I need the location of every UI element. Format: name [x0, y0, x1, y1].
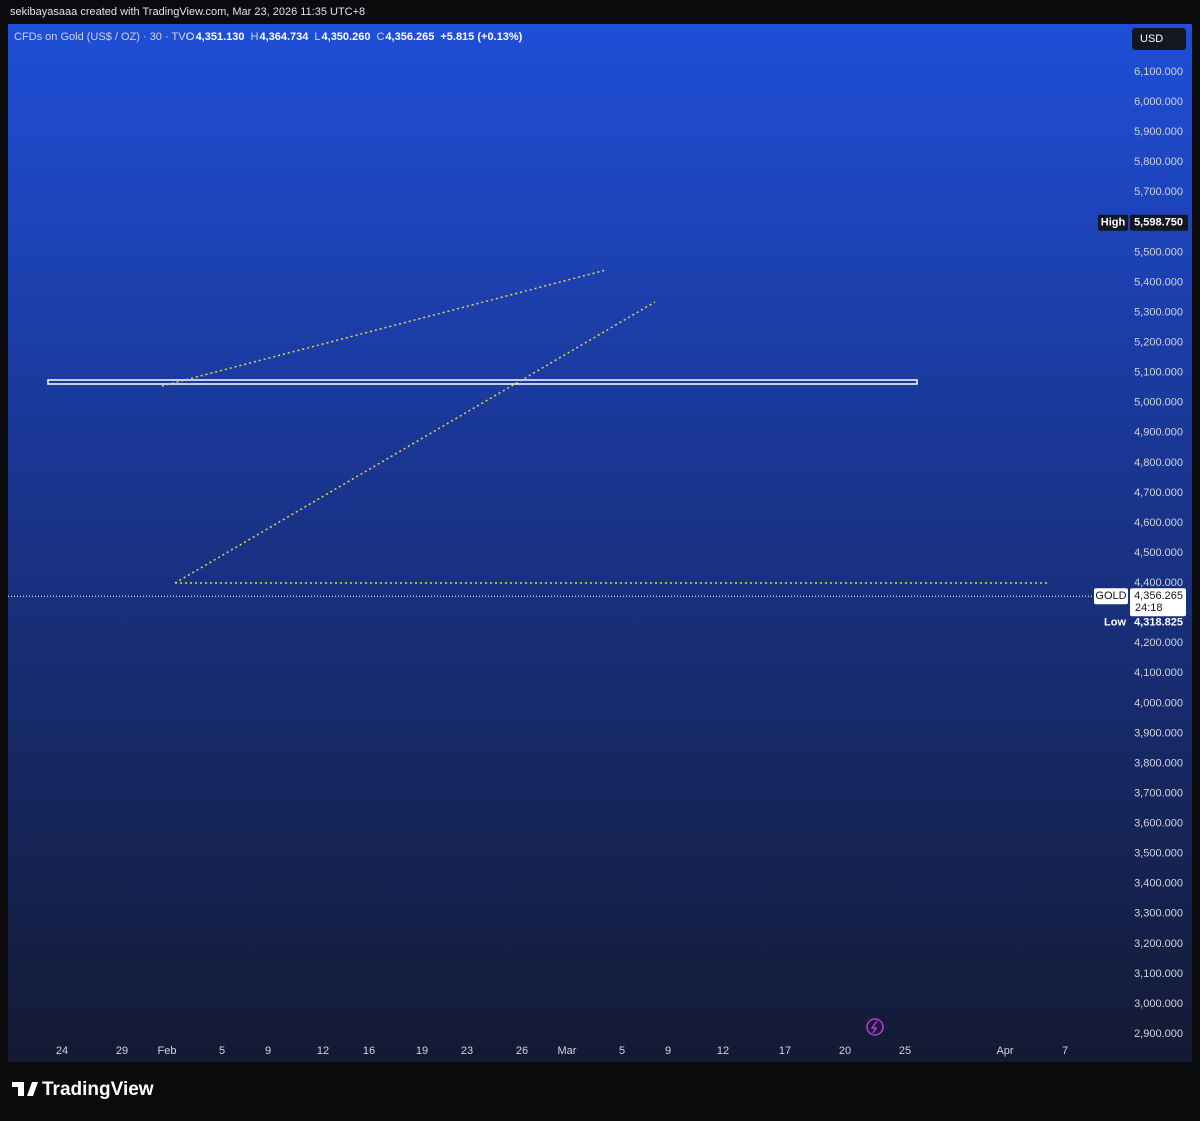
y-tick-label: 3,200.000: [1134, 938, 1183, 950]
y-tick-label: 3,100.000: [1134, 968, 1183, 980]
x-tick-label: 12: [717, 1045, 729, 1057]
low-name: Low: [1104, 616, 1126, 628]
last-price: 4,356.265: [1134, 590, 1183, 602]
y-tick-label: 5,100.000: [1134, 367, 1183, 379]
y-tick-label: 3,800.000: [1134, 757, 1183, 769]
last-price-box: [1130, 588, 1186, 617]
y-tick-label: 3,900.000: [1134, 727, 1183, 739]
ohlc-legend: O 4,351.130 H 4,364.734 L 4,350.260 C 4,356.265…: [186, 31, 523, 43]
x-tick-label: 20: [839, 1045, 851, 1057]
x-tick-label: 5: [619, 1045, 625, 1057]
y-tick-label: 6,100.000: [1134, 66, 1183, 78]
y-tick-label: 5,300.000: [1134, 306, 1183, 318]
y-tick-label: 4,500.000: [1134, 547, 1183, 559]
footer: [0, 1062, 1200, 1116]
symbol-label: GOLD: [1095, 590, 1126, 602]
y-tick-label: 4,600.000: [1134, 517, 1183, 529]
change: +5.815 (+0.13%): [440, 31, 522, 43]
event-icon-bolt: [870, 1020, 878, 1034]
low-value: 4,318.825: [1134, 616, 1183, 628]
ohlc-key: O: [186, 31, 195, 43]
y-tick-label: 6,000.000: [1134, 96, 1183, 108]
y-tick-label: 3,300.000: [1134, 908, 1183, 920]
x-tick-label: 24: [56, 1045, 68, 1057]
trendline: [161, 269, 607, 387]
y-tick-label: 3,000.000: [1134, 998, 1183, 1010]
y-tick-label: 5,700.000: [1134, 186, 1183, 198]
ohlc-value: 4,356.265: [385, 31, 434, 43]
x-tick-label: 26: [516, 1045, 528, 1057]
high-value: 5,598.750: [1134, 217, 1183, 229]
logo: [12, 1082, 38, 1096]
x-tick-label: 19: [416, 1045, 428, 1057]
y-tick-label: 4,900.000: [1134, 427, 1183, 439]
countdown: 24:18: [1135, 602, 1163, 614]
currency[interactable]: USD: [1140, 33, 1163, 45]
ohlc-value: 4,364.734: [259, 31, 309, 43]
ohlc-key: L: [314, 31, 320, 43]
y-tick-label: 3,500.000: [1134, 848, 1183, 860]
brand: TradingView: [42, 1079, 154, 1100]
event-icon[interactable]: [866, 1018, 884, 1036]
y-tick-label: 3,400.000: [1134, 878, 1183, 890]
ohlc-value: 4,350.260: [322, 31, 371, 43]
ohlc-key: C: [376, 31, 384, 43]
high-name-box: [1098, 214, 1128, 231]
y-tick-label: 2,900.000: [1134, 1028, 1183, 1040]
high-box: [1130, 214, 1188, 231]
y-tick-label: 5,200.000: [1134, 337, 1183, 349]
credit: sekibayasaaa created with TradingView.co…: [10, 6, 365, 18]
x-tick-label: 29: [116, 1045, 128, 1057]
y-tick-label: 5,400.000: [1134, 276, 1183, 288]
x-tick-label: 23: [461, 1045, 473, 1057]
currency-button[interactable]: [1132, 28, 1186, 50]
y-tick-label: 5,800.000: [1134, 156, 1183, 168]
y-tick-label: 4,100.000: [1134, 667, 1183, 679]
y-tick-label: 5,900.000: [1134, 126, 1183, 138]
y-tick-label: 3,600.000: [1134, 818, 1183, 830]
x-tick-label: 7: [1062, 1045, 1068, 1057]
y-tick-label: 4,000.000: [1134, 697, 1183, 709]
y-tick-label: 4,700.000: [1134, 487, 1183, 499]
y-tick-label: 3,700.000: [1134, 787, 1183, 799]
ohlc-key: H: [251, 31, 259, 43]
x-tick-label: 9: [265, 1045, 271, 1057]
ohlc-value: 4,351.130: [196, 31, 245, 43]
x-tick-label: 5: [219, 1045, 225, 1057]
y-tick-label: 4,400.000: [1134, 577, 1183, 589]
zone: [47, 379, 918, 385]
x-tick-label: Mar: [558, 1045, 577, 1057]
chart-title: CFDs on Gold (US$ / OZ) · 30 · TVC: [14, 31, 194, 43]
symbol-box: [1094, 588, 1128, 605]
x-tick-label: 17: [779, 1045, 791, 1057]
x-tick-label: Feb: [158, 1045, 177, 1057]
y-tick-label: 5,000.000: [1134, 397, 1183, 409]
y-tick-label: 4,800.000: [1134, 457, 1183, 469]
x-tick-label: 16: [363, 1045, 375, 1057]
x-tick-label: 25: [899, 1045, 911, 1057]
x-tick-label: 9: [665, 1045, 671, 1057]
x-tick-label: 12: [317, 1045, 329, 1057]
x-tick-label: Apr: [996, 1045, 1013, 1057]
plot-background: [8, 24, 1192, 1062]
y-tick-label: 5,500.000: [1134, 246, 1183, 258]
y-tick-label: 4,200.000: [1134, 637, 1183, 649]
high-name: High: [1101, 217, 1126, 229]
